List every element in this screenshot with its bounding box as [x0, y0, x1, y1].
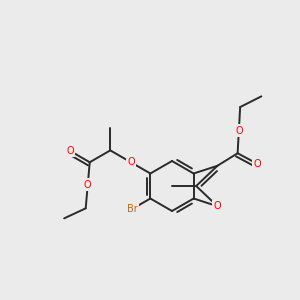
- Text: O: O: [127, 157, 135, 167]
- Text: Br: Br: [127, 204, 137, 214]
- Text: O: O: [66, 146, 74, 156]
- Text: O: O: [254, 159, 261, 169]
- Text: O: O: [235, 126, 243, 136]
- Text: O: O: [84, 180, 92, 190]
- Text: O: O: [214, 201, 221, 211]
